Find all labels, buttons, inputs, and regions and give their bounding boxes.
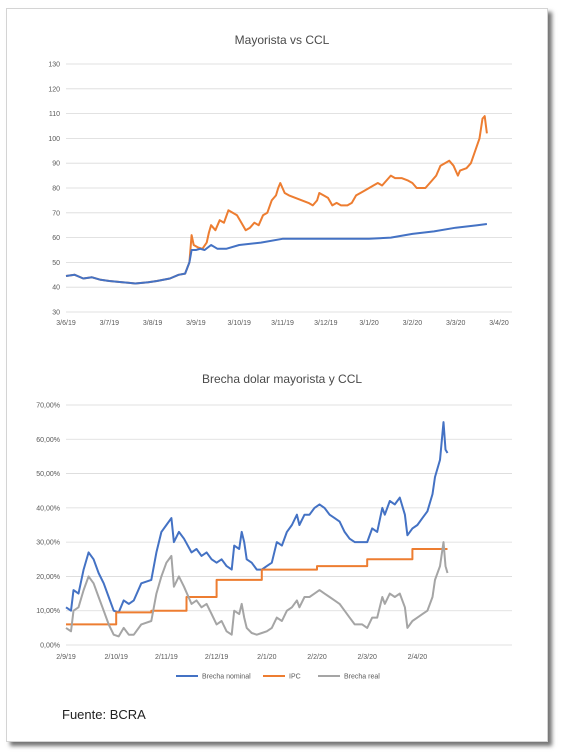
y-tick-label: 30,00%: [36, 540, 60, 547]
y-tick-label: 120: [48, 86, 60, 93]
y-tick-label: 10,00%: [36, 608, 60, 615]
x-tick-label: 3/3/20: [446, 320, 466, 327]
chart-title-2: Brecha dolar mayorista y CCL: [202, 372, 362, 386]
series-line-orange: [65, 115, 488, 285]
x-tick-label: 2/10/19: [105, 654, 128, 661]
series-line-blue: [65, 223, 488, 285]
legend-label: IPC: [289, 674, 301, 681]
x-tick-label: 3/10/19: [228, 320, 251, 327]
y-tick-label: 130: [48, 62, 60, 69]
x-tick-label: 3/11/19: [271, 320, 294, 327]
y-tick-label: 30: [52, 310, 60, 317]
x-tick-label: 2/2/20: [307, 654, 327, 661]
x-tick-label: 2/12/19: [205, 654, 228, 661]
legend-label: Brecha nominal: [202, 674, 251, 681]
y-tick-label: 50,00%: [36, 471, 60, 478]
y-tick-label: 100: [48, 136, 60, 143]
y-tick-label: 60,00%: [36, 437, 60, 444]
x-tick-label: 3/2/20: [403, 320, 423, 327]
y-tick-label: 70,00%: [36, 403, 60, 410]
x-tick-label: 3/12/19: [314, 320, 337, 327]
x-tick-label: 3/9/19: [186, 320, 206, 327]
y-tick-label: 70: [52, 210, 60, 217]
y-tick-label: 90: [52, 161, 60, 168]
series-line-brecha-real: [65, 541, 449, 638]
x-tick-label: 3/8/19: [143, 320, 163, 327]
series-line-ipc: [66, 548, 448, 626]
series-line-brecha-nominal: [65, 421, 449, 614]
chart-title-1: Mayorista vs CCL: [235, 33, 330, 47]
x-tick-label: 2/1/20: [257, 654, 277, 661]
y-tick-label: 60: [52, 235, 60, 242]
y-tick-label: 20,00%: [36, 574, 60, 581]
x-tick-label: 2/9/19: [56, 654, 76, 661]
figure-frame: [6, 8, 548, 742]
x-tick-label: 2/11/19: [155, 654, 178, 661]
y-tick-label: 0,00%: [40, 643, 60, 650]
y-tick-label: 40: [52, 285, 60, 292]
y-tick-label: 110: [49, 111, 60, 118]
x-tick-label: 2/4/20: [408, 654, 428, 661]
x-tick-label: 3/4/20: [489, 320, 509, 327]
x-tick-label: 3/6/19: [56, 320, 76, 327]
x-tick-label: 3/7/19: [100, 320, 120, 327]
source-label: Fuente: BCRA: [62, 707, 146, 722]
y-tick-label: 50: [52, 260, 60, 267]
legend-label: Brecha real: [344, 674, 380, 681]
x-tick-label: 2/3/20: [357, 654, 377, 661]
y-tick-label: 40,00%: [36, 505, 60, 512]
y-tick-label: 80: [52, 186, 60, 193]
x-tick-label: 3/1/20: [359, 320, 379, 327]
